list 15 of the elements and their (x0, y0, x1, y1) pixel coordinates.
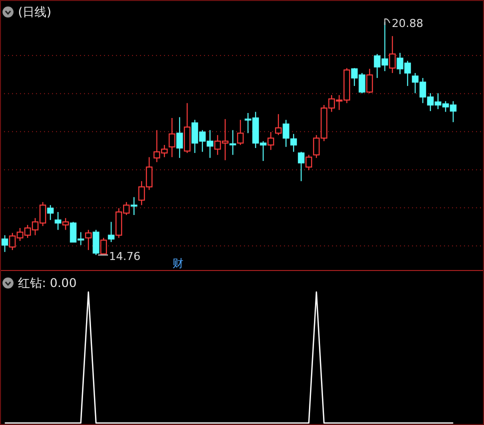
text: 财 (172, 257, 184, 270)
candlestick (389, 36, 396, 74)
chart-title: 红钻: 0.00 (18, 276, 77, 290)
candlestick (268, 132, 274, 150)
candlestick (62, 218, 69, 230)
chart-title: (日线) (18, 5, 52, 19)
annotation: 20.88 (392, 17, 424, 30)
candlestick (2, 234, 8, 252)
candlestick (130, 196, 138, 216)
candlestick (290, 133, 297, 152)
candlestick (230, 130, 236, 156)
candlestick (54, 211, 62, 230)
candlestick (176, 116, 183, 158)
annotation: 14.76 (109, 250, 140, 263)
candlestick (168, 117, 176, 158)
